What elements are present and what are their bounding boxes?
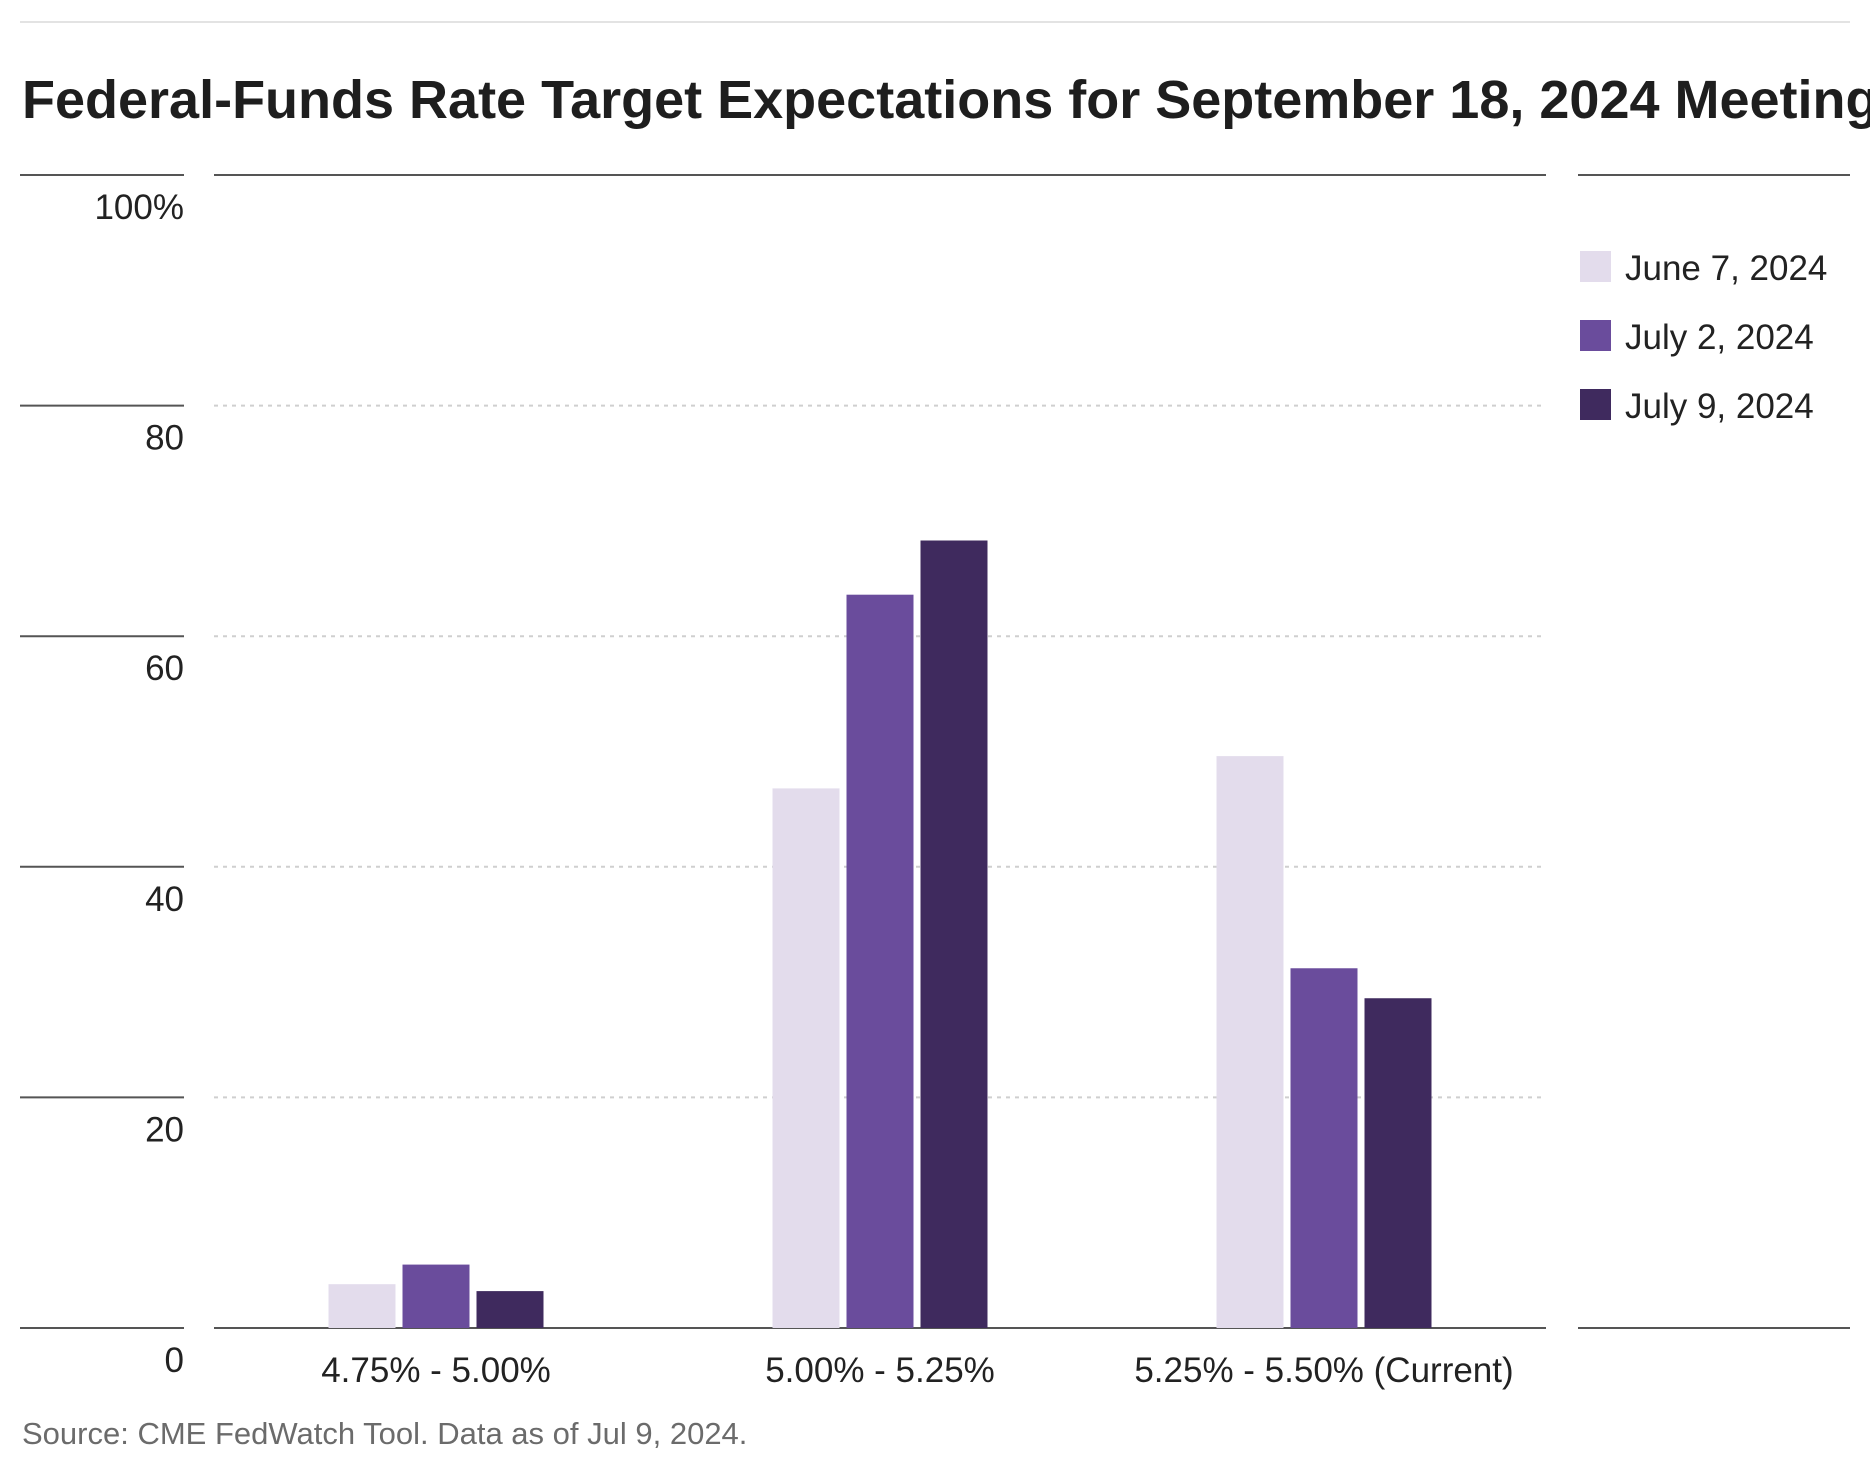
bar bbox=[920, 540, 988, 1328]
bar bbox=[1364, 998, 1432, 1328]
legend-swatch bbox=[1580, 320, 1611, 351]
bar bbox=[1290, 968, 1358, 1328]
bar bbox=[1216, 756, 1284, 1328]
legend-swatch bbox=[1580, 389, 1611, 420]
x-tick-label: 4.75% - 5.00% bbox=[321, 1351, 551, 1390]
source-note: Source: CME FedWatch Tool. Data as of Ju… bbox=[22, 1416, 747, 1451]
bar bbox=[846, 594, 914, 1328]
bar bbox=[772, 788, 840, 1328]
y-tick-label: 80 bbox=[145, 419, 184, 458]
x-tick-label: 5.25% - 5.50% (Current) bbox=[1134, 1351, 1513, 1390]
legend-swatch bbox=[1580, 251, 1611, 282]
y-tick-label: 100% bbox=[94, 188, 184, 227]
bar bbox=[328, 1284, 396, 1328]
x-axis: 4.75% - 5.00% 5.00% - 5.25% 5.25% - 5.50% … bbox=[321, 1351, 1513, 1390]
legend-label: July 9, 2024 bbox=[1625, 387, 1814, 426]
legend-label: July 2, 2024 bbox=[1625, 318, 1814, 357]
legend: June 7, 2024 July 2, 2024 July 9, 2024 bbox=[1580, 249, 1827, 426]
y-tick-label: 40 bbox=[145, 880, 184, 919]
bar bbox=[476, 1291, 544, 1328]
y-tick-label: 0 bbox=[165, 1341, 184, 1380]
y-axis: 0 20 40 60 80 100% bbox=[20, 174, 184, 1380]
legend-label: June 7, 2024 bbox=[1625, 249, 1827, 288]
y-tick-label: 60 bbox=[145, 649, 184, 688]
bar bbox=[402, 1264, 470, 1328]
bars bbox=[328, 540, 1432, 1328]
y-tick-label: 20 bbox=[145, 1110, 184, 1149]
chart-title: Federal-Funds Rate Target Expectations f… bbox=[22, 70, 1870, 130]
x-tick-label: 5.00% - 5.25% bbox=[765, 1351, 995, 1390]
